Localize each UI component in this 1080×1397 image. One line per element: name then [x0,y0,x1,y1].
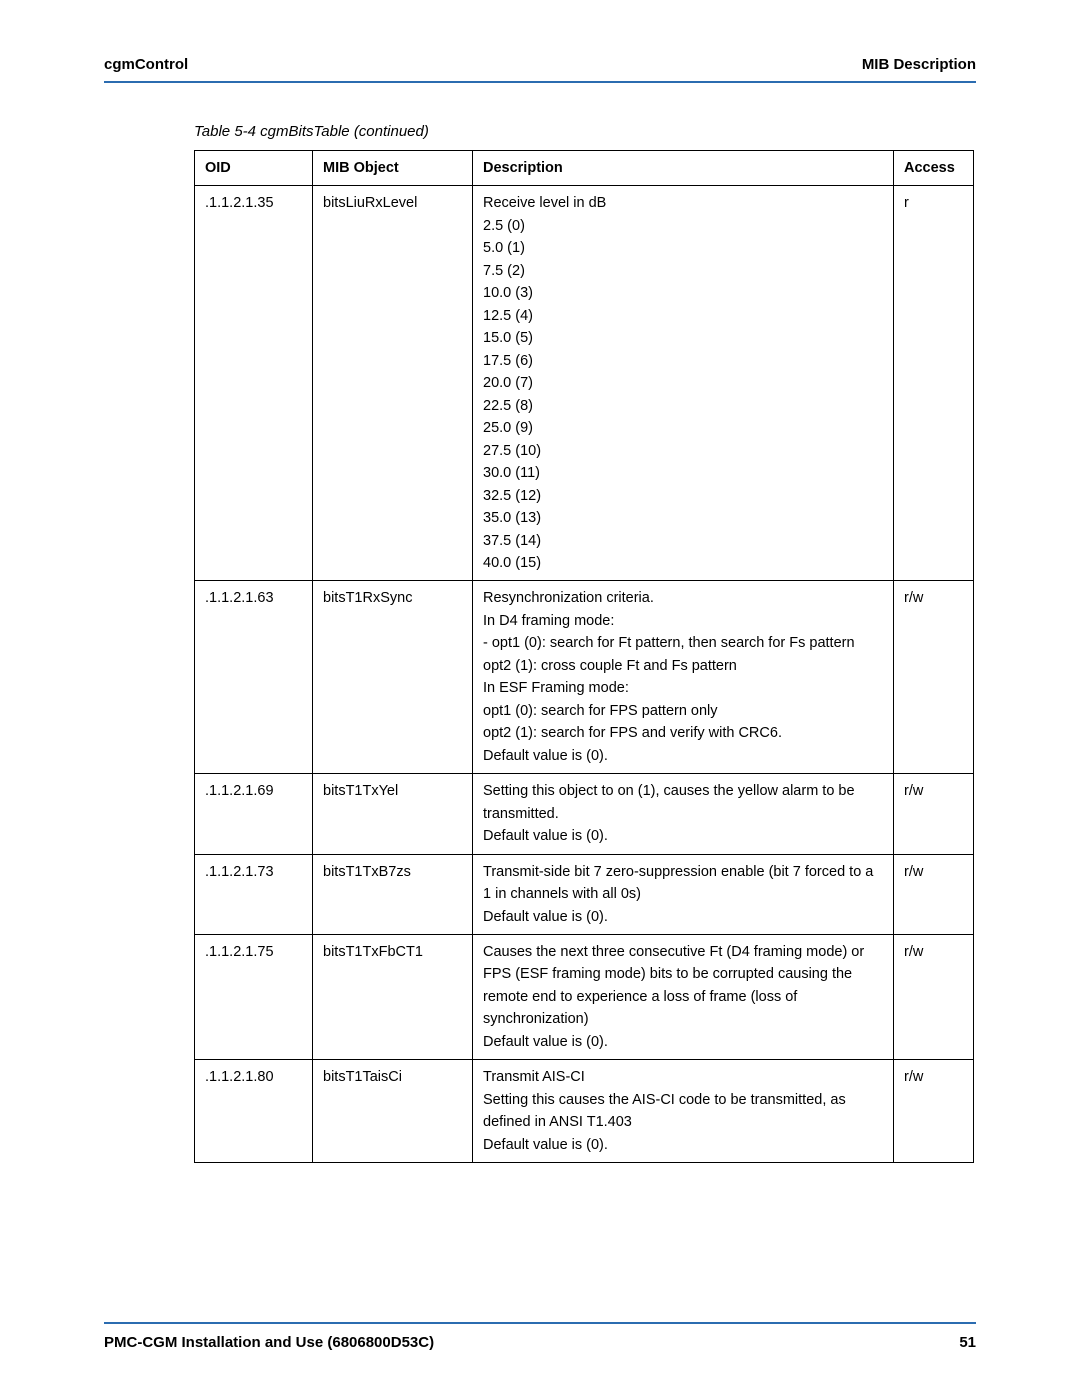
cell-oid: .1.1.2.1.80 [195,1060,313,1163]
footer-left: PMC-CGM Installation and Use (6806800D53… [104,1334,434,1351]
description-line: - opt1 (0): search for Ft pattern, then … [483,632,885,654]
description-line: 40.0 (15) [483,552,885,574]
table-caption: Table 5-4 cgmBitsTable (continued) [194,123,976,140]
description-line: 20.0 (7) [483,372,885,394]
description-line: 27.5 (10) [483,440,885,462]
footer-rule [104,1322,976,1324]
header-right: MIB Description [862,56,976,73]
col-header-access: Access [894,151,974,186]
description-line: 15.0 (5) [483,327,885,349]
cell-description: Transmit AIS-CISetting this causes the A… [473,1060,894,1163]
description-line: 35.0 (13) [483,507,885,529]
header-rule [104,81,976,83]
description-line: Default value is (0). [483,906,885,928]
cell-access: r/w [894,1060,974,1163]
table-row: .1.1.2.1.73bitsT1TxB7zsTransmit-side bit… [195,854,974,934]
cell-description: Receive level in dB2.5 (0)5.0 (1)7.5 (2)… [473,186,894,581]
cell-description: Transmit-side bit 7 zero-suppression ena… [473,854,894,934]
footer-right: 51 [959,1334,976,1351]
description-line: 30.0 (11) [483,462,885,484]
cell-mib-object: bitsLiuRxLevel [313,186,473,581]
table-row: .1.1.2.1.69bitsT1TxYelSetting this objec… [195,774,974,854]
cell-access: r/w [894,935,974,1060]
cell-access: r/w [894,581,974,774]
description-line: 25.0 (9) [483,417,885,439]
description-line: Default value is (0). [483,1031,885,1053]
description-line: 22.5 (8) [483,395,885,417]
description-line: Transmit AIS-CI [483,1066,885,1088]
cell-oid: .1.1.2.1.63 [195,581,313,774]
description-line: Default value is (0). [483,745,885,767]
cell-mib-object: bitsT1RxSync [313,581,473,774]
col-header-mib-object: MIB Object [313,151,473,186]
table-body: .1.1.2.1.35bitsLiuRxLevelReceive level i… [195,186,974,1163]
description-line: Causes the next three consecutive Ft (D4… [483,941,885,1031]
description-line: Default value is (0). [483,1134,885,1156]
description-line: opt1 (0): search for FPS pattern only [483,700,885,722]
cell-mib-object: bitsT1TxB7zs [313,854,473,934]
col-header-oid: OID [195,151,313,186]
page-header: cgmControl MIB Description [104,56,976,81]
cell-oid: .1.1.2.1.69 [195,774,313,854]
description-line: 2.5 (0) [483,215,885,237]
mib-table: OID MIB Object Description Access .1.1.2… [194,150,974,1163]
description-line: 32.5 (12) [483,485,885,507]
table-row: .1.1.2.1.80bitsT1TaisCiTransmit AIS-CISe… [195,1060,974,1163]
description-line: Setting this object to on (1), causes th… [483,780,885,825]
footer-row: PMC-CGM Installation and Use (6806800D53… [104,1334,976,1351]
cell-oid: .1.1.2.1.73 [195,854,313,934]
description-line: opt2 (1): search for FPS and verify with… [483,722,885,744]
description-line: 10.0 (3) [483,282,885,304]
description-line: In ESF Framing mode: [483,677,885,699]
cell-mib-object: bitsT1TxFbCT1 [313,935,473,1060]
description-line: 7.5 (2) [483,260,885,282]
table-row: .1.1.2.1.75bitsT1TxFbCT1Causes the next … [195,935,974,1060]
header-left: cgmControl [104,56,188,73]
document-page: cgmControl MIB Description Table 5-4 cgm… [0,0,1080,1397]
description-line: Receive level in dB [483,192,885,214]
description-line: 37.5 (14) [483,530,885,552]
col-header-description: Description [473,151,894,186]
cell-oid: .1.1.2.1.75 [195,935,313,1060]
cell-access: r [894,186,974,581]
cell-description: Setting this object to on (1), causes th… [473,774,894,854]
cell-description: Resynchronization criteria.In D4 framing… [473,581,894,774]
description-line: Resynchronization criteria. [483,587,885,609]
description-line: Default value is (0). [483,825,885,847]
description-line: Transmit-side bit 7 zero-suppression ena… [483,861,885,906]
table-row: .1.1.2.1.35bitsLiuRxLevelReceive level i… [195,186,974,581]
cell-description: Causes the next three consecutive Ft (D4… [473,935,894,1060]
table-row: .1.1.2.1.63bitsT1RxSyncResynchronization… [195,581,974,774]
description-line: Setting this causes the AIS-CI code to b… [483,1089,885,1134]
cell-mib-object: bitsT1TaisCi [313,1060,473,1163]
cell-mib-object: bitsT1TxYel [313,774,473,854]
description-line: In D4 framing mode: [483,610,885,632]
description-line: 5.0 (1) [483,237,885,259]
description-line: 17.5 (6) [483,350,885,372]
description-line: opt2 (1): cross couple Ft and Fs pattern [483,655,885,677]
description-line: 12.5 (4) [483,305,885,327]
cell-oid: .1.1.2.1.35 [195,186,313,581]
cell-access: r/w [894,774,974,854]
page-footer: PMC-CGM Installation and Use (6806800D53… [104,1322,976,1351]
cell-access: r/w [894,854,974,934]
table-header-row: OID MIB Object Description Access [195,151,974,186]
